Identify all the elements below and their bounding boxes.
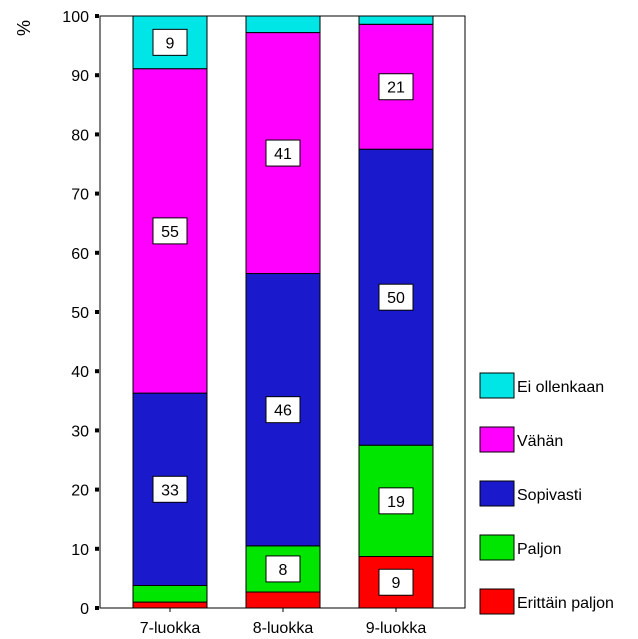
bar-7-luokka-paljon — [132, 585, 208, 603]
legend-item-sopivasti: Sopivasti — [479, 480, 582, 507]
y-tick — [95, 546, 99, 551]
data-label: 41 — [274, 146, 292, 163]
data-label-box — [152, 28, 188, 56]
y-tick — [95, 14, 99, 18]
y-tick-label: 20 — [71, 483, 89, 500]
data-label-box — [265, 555, 301, 583]
data-label: 21 — [387, 80, 405, 97]
data-label-box — [378, 283, 414, 311]
legend-item-ei-ollenkaan: Ei ollenkaan — [479, 372, 604, 399]
legend-item-paljon: Paljon — [479, 534, 561, 561]
x-tick-label: 8-luokka — [253, 620, 314, 637]
bar-7-luokka-eritt-in-paljon — [132, 601, 208, 609]
y-tick-label: 10 — [71, 542, 89, 559]
bar-8-luokka-eritt-in-paljon — [245, 591, 321, 609]
y-tick — [95, 428, 99, 433]
data-label-box — [265, 396, 301, 424]
legend-item-v-h-n: Vähän — [479, 426, 563, 453]
data-label: 46 — [274, 403, 292, 420]
data-label-box — [378, 568, 414, 596]
y-tick — [95, 369, 99, 374]
data-label: 9 — [166, 35, 175, 52]
y-tick-label: 100 — [62, 9, 89, 26]
bars-group — [132, 15, 434, 609]
y-tick — [95, 73, 99, 78]
data-labels-group: 33 55 9 8 46 41 9 19 50 21 — [152, 28, 414, 596]
data-label-box — [378, 487, 414, 515]
legend-label: Ei ollenkaan — [517, 379, 604, 396]
y-axis-label: % — [14, 20, 34, 36]
legend-label: Sopivasti — [517, 487, 582, 504]
y-tick — [95, 250, 99, 255]
data-label-box — [265, 139, 301, 167]
y-tick-label: 80 — [71, 127, 89, 144]
y-tick-label: 90 — [71, 68, 89, 85]
y-tick-label: 60 — [71, 246, 89, 263]
legend: Ei ollenkaan Vähän Sopivasti Paljon Erittäin… — [479, 372, 614, 615]
data-label: 50 — [387, 290, 405, 307]
y-tick — [95, 132, 99, 137]
y-tick-label: 70 — [71, 187, 89, 204]
axes-group: 0 10 20 30 40 50 60 70 80 90 100% 7-luokka 8-luokka 9… — [14, 9, 426, 637]
y-tick-label: 40 — [71, 364, 89, 381]
y-tick-label: 30 — [71, 423, 89, 440]
legend-label: Erittäin paljon — [517, 595, 614, 612]
data-label: 9 — [392, 575, 401, 592]
y-tick-label: 0 — [80, 601, 89, 618]
data-label: 55 — [161, 224, 179, 241]
data-label: 33 — [161, 482, 179, 499]
legend-label: Paljon — [517, 541, 561, 558]
y-tick — [95, 487, 99, 492]
x-tick-label: 7-luokka — [140, 620, 201, 637]
y-tick-label: 50 — [71, 305, 89, 322]
data-label: 8 — [279, 562, 288, 579]
legend-swatch — [479, 588, 515, 615]
bar-9-luokka-ei-ollenkaan — [358, 15, 434, 25]
legend-label: Vähän — [517, 433, 563, 450]
legend-item-eritt-in-paljon: Erittäin paljon — [479, 588, 614, 615]
legend-swatch — [479, 426, 515, 453]
y-tick — [95, 310, 99, 314]
data-label-box — [152, 217, 188, 245]
data-label-box — [152, 475, 188, 503]
legend-swatch — [479, 534, 515, 561]
data-label-box — [378, 73, 414, 101]
y-tick — [95, 606, 99, 610]
bar-8-luokka-ei-ollenkaan — [245, 15, 321, 34]
data-label: 19 — [387, 494, 405, 511]
y-tick — [95, 191, 99, 196]
legend-swatch — [479, 480, 515, 507]
legend-swatch — [479, 372, 515, 399]
x-tick-label: 9-luokka — [366, 620, 427, 637]
